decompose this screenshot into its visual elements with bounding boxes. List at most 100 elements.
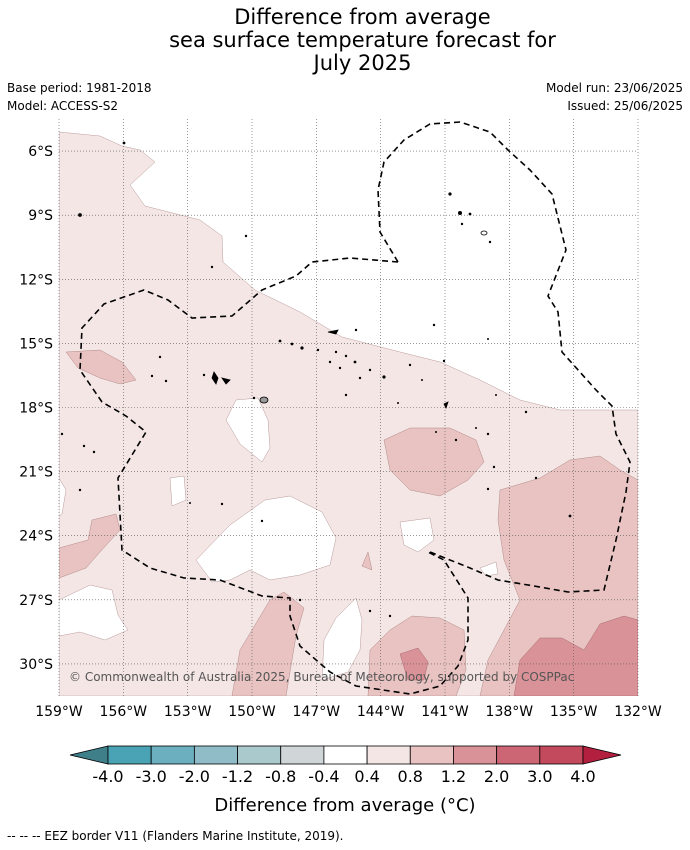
meta-right: Model run: 23/06/2025 Issued: 25/06/2025 xyxy=(546,79,683,115)
island xyxy=(474,426,477,429)
lon-tick-label: 147°W xyxy=(293,704,341,720)
island xyxy=(344,354,348,358)
lon-tick-label: 159°W xyxy=(35,704,83,720)
island xyxy=(448,192,452,196)
eez-footnote: -- -- -- EEZ border V11 (Flanders Marine… xyxy=(7,829,344,843)
colorbar-swatch xyxy=(453,745,498,765)
lon-tick-label: 141°W xyxy=(421,704,469,720)
longitude-tick-labels: 159°W 156°W 153°W 150°W 147°W 144°W 141°W 138°W… xyxy=(35,704,662,720)
island xyxy=(244,234,248,238)
lat-tick-label: 18°S xyxy=(19,401,53,417)
island xyxy=(486,432,490,436)
island xyxy=(492,465,496,469)
colorbar-swatch xyxy=(366,745,411,765)
lat-tick-label: 15°S xyxy=(19,336,53,352)
island xyxy=(328,360,332,364)
island xyxy=(420,378,423,381)
eez-border-segment xyxy=(79,257,469,695)
title-line-2: sea surface temperature forecast for xyxy=(169,28,556,52)
latitude-tick-labels: 6°S 9°S 12°S 15°S 18°S 21°S 24°S 27°S 30°S xyxy=(19,144,53,673)
island xyxy=(82,444,86,448)
island xyxy=(494,393,497,396)
lon-tick-label: 132°W xyxy=(614,704,662,720)
island xyxy=(534,476,538,480)
island xyxy=(300,346,304,350)
island xyxy=(388,614,392,618)
lat-tick-label: 27°S xyxy=(19,593,53,609)
island xyxy=(211,371,219,385)
anomaly-region-0.8g xyxy=(361,551,373,571)
title-line-1: Difference from average xyxy=(234,5,491,29)
island xyxy=(202,373,206,377)
anomaly-hole-4 xyxy=(195,495,337,583)
island xyxy=(480,230,488,236)
colorbar-tick-label: -0.8 xyxy=(265,767,296,786)
island xyxy=(486,337,489,340)
meta-left: Base period: 1981-2018 Model: ACCESS-S2 xyxy=(7,79,152,115)
island xyxy=(486,487,490,491)
island xyxy=(344,393,348,397)
map-panel: © Commonwealth of Australia 2025, Bureau… xyxy=(19,119,662,720)
colorbar-swatch xyxy=(193,745,238,765)
colorbar-tick-label: 0.4 xyxy=(354,767,379,786)
island xyxy=(92,450,96,454)
lon-tick-label: 135°W xyxy=(550,704,598,720)
lat-tick-label: 9°S xyxy=(28,208,53,224)
island xyxy=(488,240,492,244)
lon-tick-label: 156°W xyxy=(100,704,148,720)
islands xyxy=(60,141,572,618)
island xyxy=(368,368,372,372)
graticule xyxy=(58,119,639,696)
colorbar-tick-label: 0.8 xyxy=(398,767,423,786)
island xyxy=(164,379,168,383)
lat-tick-label: 30°S xyxy=(19,657,53,673)
anomaly-hole-2 xyxy=(169,475,187,507)
island xyxy=(396,401,399,404)
island xyxy=(454,438,458,442)
island xyxy=(188,501,191,504)
island xyxy=(252,396,256,400)
island xyxy=(327,329,339,335)
island xyxy=(457,210,462,215)
lon-tick-label: 138°W xyxy=(486,704,534,720)
colorbar-swatch xyxy=(539,745,584,765)
island xyxy=(353,360,357,364)
colorbar-extend-low xyxy=(69,745,109,765)
colorbar-swatch xyxy=(280,745,325,765)
island xyxy=(524,410,528,414)
island xyxy=(382,375,386,379)
anomaly-hole-8 xyxy=(479,561,499,577)
colorbar-extend-high xyxy=(582,745,622,765)
island xyxy=(78,488,82,492)
island xyxy=(368,609,372,613)
anomaly-hole-3 xyxy=(59,477,67,517)
model-run: Model run: 23/06/2025 xyxy=(545,81,683,95)
island xyxy=(220,502,224,506)
colorbar-swatch xyxy=(150,745,195,765)
lat-tick-label: 12°S xyxy=(19,272,53,288)
eez-border-segment xyxy=(377,121,631,593)
island xyxy=(568,514,572,518)
island xyxy=(434,430,437,433)
island xyxy=(259,396,269,404)
island xyxy=(354,328,358,332)
anomaly-region-0.8b xyxy=(383,427,485,497)
anomaly-hole-6 xyxy=(321,597,363,681)
lat-tick-label: 21°S xyxy=(19,465,53,481)
base-period: Base period: 1981-2018 xyxy=(7,81,152,95)
title-line-3: July 2025 xyxy=(313,51,412,75)
island xyxy=(443,401,449,410)
anomaly-hole-7 xyxy=(399,517,435,553)
island xyxy=(78,213,82,217)
lon-tick-label: 150°W xyxy=(228,704,276,720)
lat-tick-label: 24°S xyxy=(19,529,53,545)
island xyxy=(150,374,154,378)
anomaly-hole-1 xyxy=(225,397,271,463)
colorbar-swatch xyxy=(237,745,282,765)
island xyxy=(210,265,214,269)
island xyxy=(298,598,302,602)
lon-tick-label: 144°W xyxy=(357,704,405,720)
island xyxy=(442,359,446,363)
colorbar-swatch xyxy=(107,745,152,765)
